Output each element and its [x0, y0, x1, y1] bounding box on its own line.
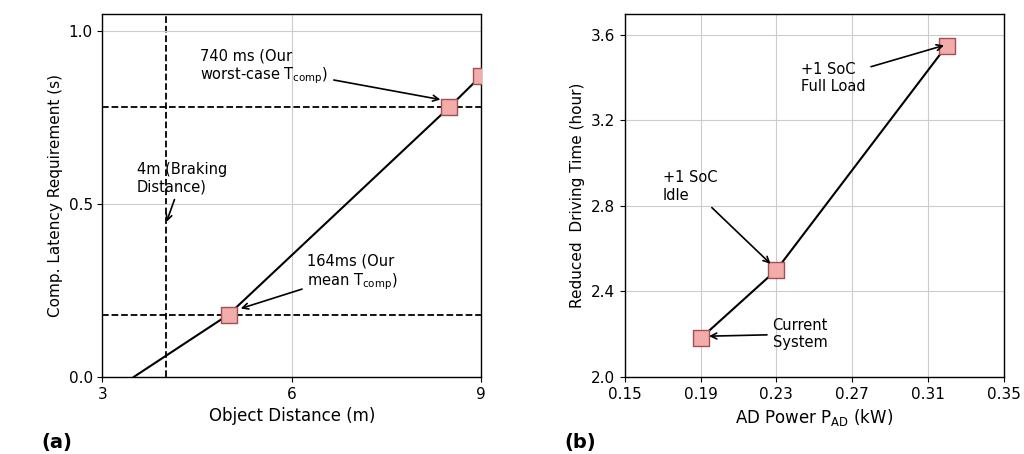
- Point: [768, 266, 784, 274]
- Text: 4m (Braking
Distance): 4m (Braking Distance): [137, 162, 227, 220]
- Point: [220, 311, 237, 318]
- Point: [473, 72, 489, 79]
- Point: [441, 104, 458, 111]
- X-axis label: AD Power P$_{\mathregular{AD}}$ (kW): AD Power P$_{\mathregular{AD}}$ (kW): [735, 407, 893, 428]
- Text: Current
System: Current System: [711, 318, 828, 350]
- Text: (b): (b): [564, 433, 596, 452]
- Text: 740 ms (Our
worst-case T$_{\mathregular{comp}}$): 740 ms (Our worst-case T$_{\mathregular{…: [201, 48, 438, 101]
- Text: +1 SoC
Full Load: +1 SoC Full Load: [801, 45, 942, 94]
- Point: [939, 42, 955, 49]
- Text: 164ms (Our
mean T$_{\mathregular{comp}}$): 164ms (Our mean T$_{\mathregular{comp}}$…: [243, 254, 398, 309]
- Text: +1 SoC
Idle: +1 SoC Idle: [663, 170, 769, 262]
- Y-axis label: Reduced  Driving Time (hour): Reduced Driving Time (hour): [570, 83, 586, 308]
- Text: (a): (a): [42, 433, 73, 452]
- X-axis label: Object Distance (m): Object Distance (m): [209, 407, 375, 425]
- Y-axis label: Comp. Latency Requirement (s): Comp. Latency Requirement (s): [48, 74, 63, 317]
- Point: [692, 335, 709, 342]
